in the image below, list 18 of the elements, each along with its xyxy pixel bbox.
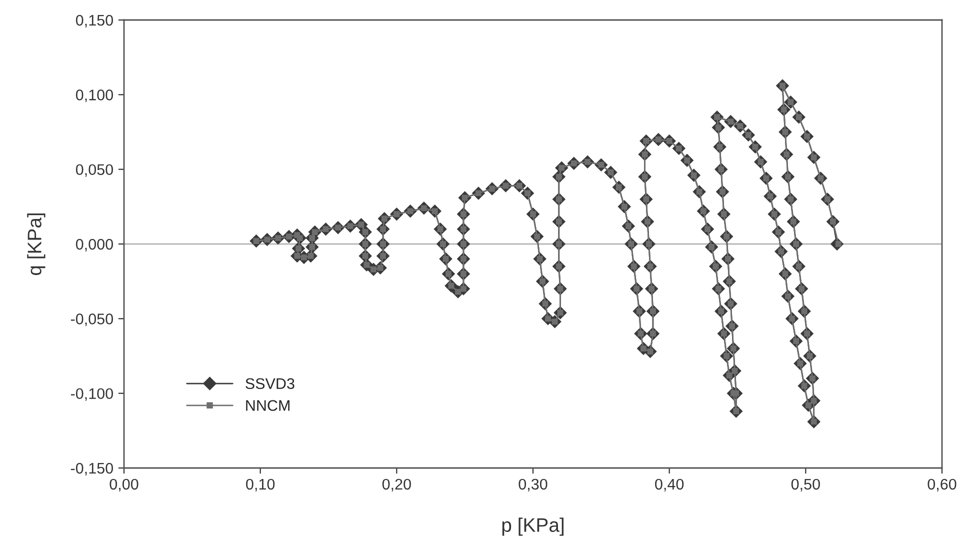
y-tick-label: 0,150 [76, 14, 113, 28]
x-tick-label: 0,30 [518, 478, 548, 492]
y-tick-label: 0,000 [76, 238, 113, 252]
x-tick-label: 0,10 [246, 478, 275, 492]
y-tick-label: -0,150 [70, 462, 113, 476]
y-tick-label: -0,100 [70, 388, 113, 401]
x-tick-label: 0,20 [382, 478, 411, 492]
x-tick-label: 0,50 [791, 478, 820, 492]
x-axis-title: p [KPa] [502, 518, 564, 536]
legend-label: SSVD3 [246, 378, 294, 390]
x-tick-label: 0,40 [655, 478, 684, 492]
y-tick-label: 0,050 [76, 164, 113, 177]
legend-label: NNCM [246, 400, 290, 411]
y-tick-label: -0,050 [70, 314, 113, 326]
x-tick-label: 0,00 [110, 478, 138, 492]
y-axis-title: q [KPa] [27, 214, 46, 276]
x-tick-label: 0,60 [928, 478, 956, 492]
y-tick-label: 0,100 [76, 90, 113, 102]
